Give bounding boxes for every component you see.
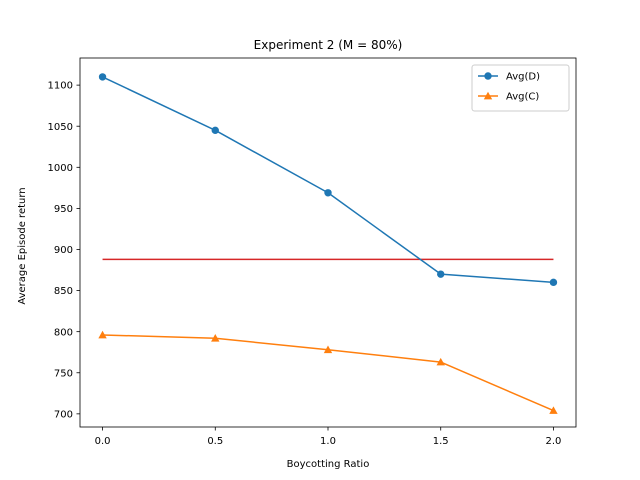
y-tick-label-7: 1050	[48, 122, 73, 133]
legend-label-0: Avg(D)	[506, 72, 540, 83]
legend-label-1: Avg(C)	[506, 92, 539, 103]
y-tick-label-8: 1100	[48, 81, 73, 92]
y-tick-label-4: 900	[54, 245, 73, 256]
y-tick-label-3: 850	[54, 286, 73, 297]
series-0-point-2	[324, 189, 332, 197]
legend-marker-1	[483, 91, 493, 100]
series-1-point-1	[211, 334, 220, 342]
x-axis-label: Boycotting Ratio	[287, 459, 370, 470]
series-0-point-4	[549, 278, 558, 287]
series-1-point-3	[436, 357, 445, 366]
legend-marker-0	[484, 72, 492, 80]
legend: Avg(D) Avg(C)	[471, 64, 570, 112]
axes-frame	[79, 57, 577, 428]
series-1-point-0	[98, 330, 107, 339]
y-axis-label: Average Episode return	[17, 187, 28, 304]
x-tick-label-1: 0.5	[207, 436, 223, 447]
x-tick-label-4: 2.0	[546, 436, 562, 447]
x-tick-label-3: 1.5	[433, 436, 449, 447]
series-1-point-4	[549, 406, 558, 414]
y-tick-label-5: 950	[54, 204, 73, 215]
y-tick-label-2: 800	[54, 327, 73, 338]
series-0-point-0	[98, 73, 107, 81]
plot-area: 0.0 0.5 1.0 1.5 2.0 700 750 800 850 900 950 1000 105…	[48, 57, 577, 447]
y-tick-label-1: 750	[54, 368, 73, 379]
chart-title: Experiment 2 (M = 80%)	[254, 38, 403, 52]
series-0-point-1	[211, 126, 219, 135]
x-tick-label-0: 0.0	[95, 436, 111, 447]
y-tick-label-0: 700	[54, 409, 73, 420]
series-0-point-3	[437, 270, 445, 278]
x-tick-label-2: 1.0	[320, 436, 336, 447]
y-tick-label-6: 1000	[48, 163, 73, 174]
series-1-point-2	[323, 345, 333, 354]
